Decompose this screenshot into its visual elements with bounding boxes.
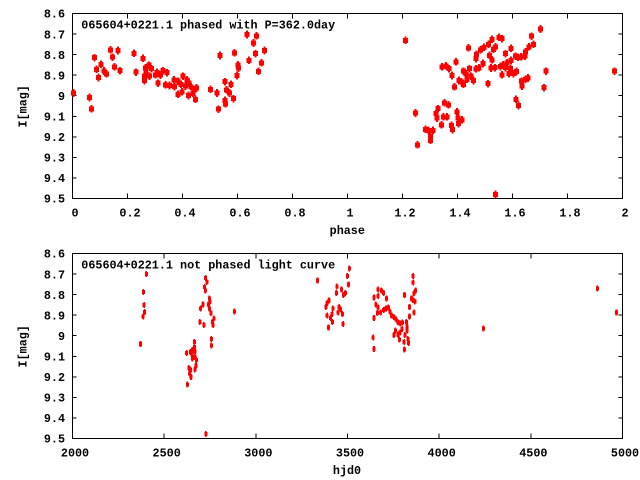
svg-text:1: 1: [346, 206, 353, 220]
svg-text:1.6: 1.6: [504, 206, 525, 220]
svg-text:1.8: 1.8: [559, 206, 580, 220]
svg-text:0.4: 0.4: [174, 206, 195, 220]
svg-text:8.7: 8.7: [44, 28, 65, 42]
svg-text:3000: 3000: [244, 446, 272, 460]
svg-text:8.6: 8.6: [44, 248, 65, 262]
svg-text:8.8: 8.8: [44, 289, 65, 303]
svg-text:9.3: 9.3: [44, 392, 65, 406]
svg-text:0.6: 0.6: [229, 206, 250, 220]
svg-text:I[mag]: I[mag]: [17, 325, 31, 367]
svg-text:065604+0221.1 phased with P=36: 065604+0221.1 phased with P=362.0day: [81, 19, 335, 33]
svg-text:2: 2: [621, 206, 628, 220]
svg-text:9.2: 9.2: [44, 371, 65, 385]
svg-text:0: 0: [71, 206, 78, 220]
svg-text:2000: 2000: [61, 446, 89, 460]
svg-text:9.1: 9.1: [44, 350, 65, 364]
svg-text:5000: 5000: [611, 446, 639, 460]
svg-text:4500: 4500: [519, 446, 547, 460]
svg-text:I[mag]: I[mag]: [17, 85, 31, 127]
svg-text:0.2: 0.2: [119, 206, 140, 220]
svg-text:2500: 2500: [153, 446, 181, 460]
svg-text:065604+0221.1 not phased light: 065604+0221.1 not phased light curve: [81, 259, 335, 273]
svg-text:0.8: 0.8: [284, 206, 305, 220]
svg-text:8.9: 8.9: [44, 69, 65, 83]
svg-text:hjd0: hjd0: [333, 464, 361, 478]
svg-text:phase: phase: [330, 224, 365, 238]
svg-text:9: 9: [58, 330, 65, 344]
svg-text:9: 9: [58, 90, 65, 104]
svg-text:9.5: 9.5: [44, 193, 65, 207]
svg-text:9.4: 9.4: [44, 412, 65, 426]
svg-text:9.1: 9.1: [44, 110, 65, 124]
svg-text:1.4: 1.4: [449, 206, 470, 220]
svg-text:9.3: 9.3: [44, 152, 65, 166]
svg-text:4000: 4000: [428, 446, 456, 460]
svg-text:3500: 3500: [336, 446, 364, 460]
svg-text:8.8: 8.8: [44, 49, 65, 63]
svg-text:8.9: 8.9: [44, 309, 65, 323]
svg-text:9.5: 9.5: [44, 433, 65, 447]
svg-text:8.6: 8.6: [44, 8, 65, 22]
svg-text:9.4: 9.4: [44, 172, 65, 186]
svg-text:1.2: 1.2: [394, 206, 415, 220]
svg-text:8.7: 8.7: [44, 268, 65, 282]
svg-text:9.2: 9.2: [44, 131, 65, 145]
